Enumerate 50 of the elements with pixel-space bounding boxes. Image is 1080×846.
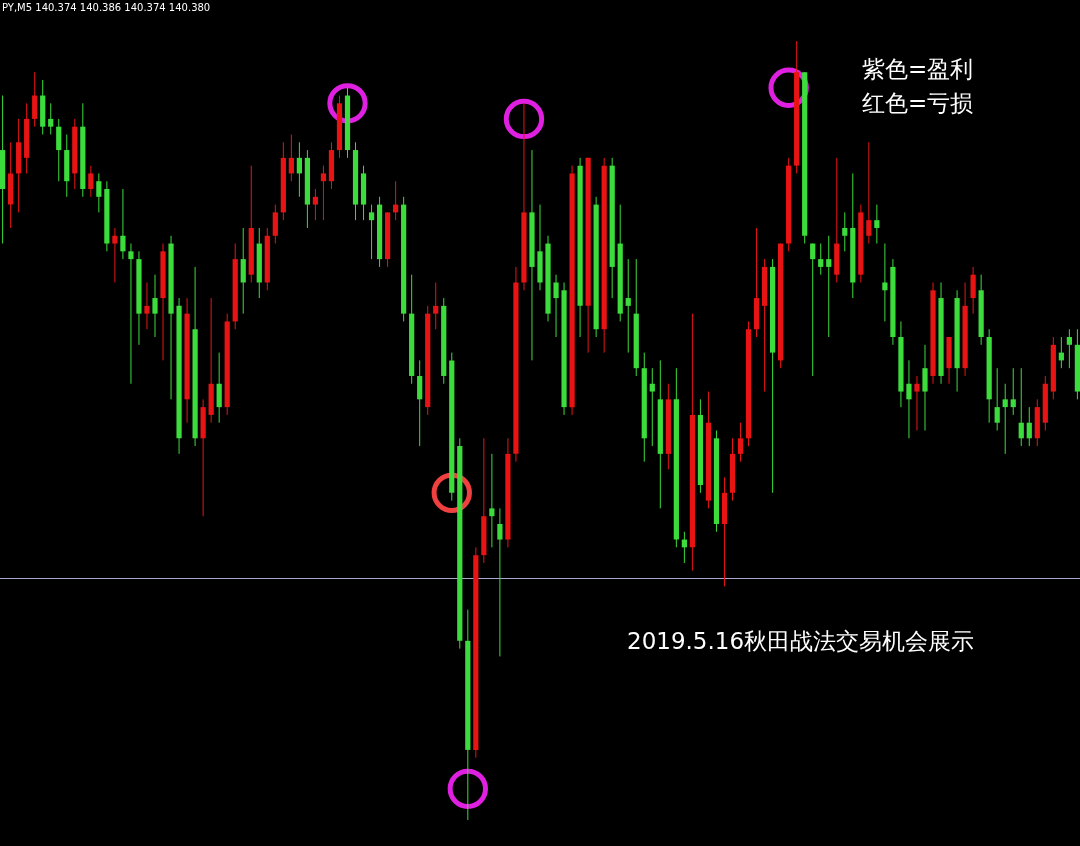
candlestick: [320, 165, 327, 221]
candlestick: [152, 274, 158, 338]
candlestick: [489, 453, 495, 548]
candlestick: [368, 204, 375, 260]
candlestick: [922, 344, 928, 431]
candlestick: [433, 281, 439, 330]
candlestick: [882, 243, 888, 322]
candlestick: [288, 133, 294, 182]
point: [447, 768, 488, 809]
annotation: 紫色=盈利: [862, 56, 974, 82]
candlestick: [128, 243, 134, 385]
candlestick: [48, 102, 54, 135]
candlestick: [906, 359, 912, 439]
candlestick: [1066, 328, 1072, 369]
candlestick: [818, 243, 824, 276]
candlestick: [240, 227, 246, 315]
candlestick: [625, 258, 631, 354]
candlestick: [497, 507, 503, 657]
candlestick: [553, 274, 559, 338]
annotation: 2019.5.16秋田战法交易机会展示: [627, 628, 975, 654]
candlestick: [914, 375, 920, 431]
candlestick: [96, 172, 102, 213]
candlestick: [842, 211, 848, 252]
point: [327, 83, 368, 124]
candlestick: [272, 204, 278, 245]
candlestick: [1002, 383, 1008, 455]
candlestick: [417, 359, 423, 447]
candlestick: [296, 141, 302, 198]
candlestick: [737, 422, 744, 463]
candlestick: [56, 118, 62, 182]
candlestick: [144, 281, 150, 330]
candlestick: [312, 188, 319, 221]
candlestick: [810, 243, 816, 377]
candlestick: [1010, 367, 1016, 416]
candlestick: [649, 367, 655, 447]
candlestick: [32, 71, 38, 128]
candlestick: [112, 227, 118, 283]
candlestick: [970, 266, 976, 315]
point: [503, 98, 545, 140]
candlestick: [874, 204, 880, 245]
candlestick: [866, 141, 872, 245]
candlestick: [994, 367, 1000, 431]
candlestick: [88, 165, 94, 198]
candlestick: [120, 188, 126, 260]
candlestick: [1018, 367, 1024, 447]
candlestick: [1026, 406, 1032, 447]
chart-title: PY,M5 140.374 140.386 140.374 140.380: [2, 2, 211, 13]
annotation: 红色=亏损: [862, 90, 974, 116]
candlestick: [826, 235, 832, 338]
candlestick: [216, 352, 222, 424]
